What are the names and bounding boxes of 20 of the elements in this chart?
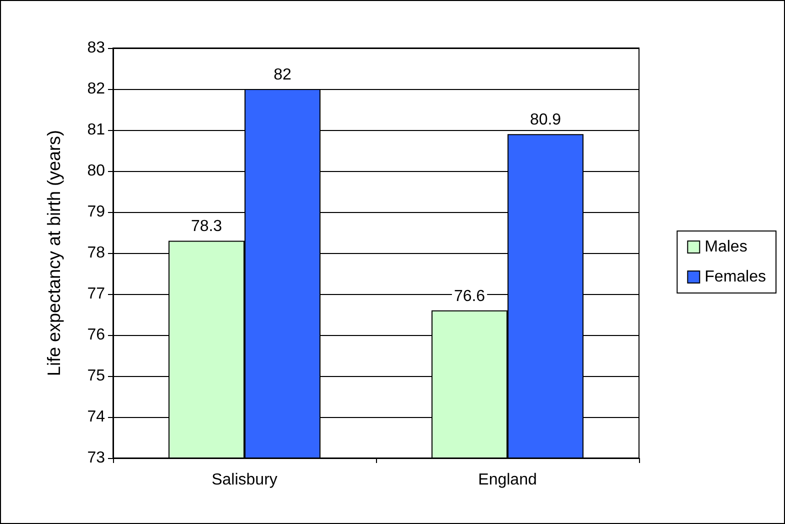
y-tick-label: 77 bbox=[87, 286, 106, 302]
y-tick-label: 75 bbox=[87, 368, 106, 384]
y-tick-label: 76 bbox=[87, 326, 106, 344]
y-tick-label: 81 bbox=[87, 122, 106, 138]
y-tick-label: 83 bbox=[87, 40, 106, 56]
x-tick-label: Salisbury bbox=[212, 472, 278, 488]
data-label: 78.3 bbox=[190, 218, 222, 236]
legend-label: Males bbox=[704, 238, 748, 256]
y-tick-label: 78 bbox=[87, 244, 106, 262]
y-tick-label: 74 bbox=[87, 408, 106, 426]
data-label: 80.9 bbox=[530, 112, 562, 129]
data-label: 76.6 bbox=[454, 288, 486, 305]
y-tick-label: 79 bbox=[87, 204, 106, 220]
data-label: 82 bbox=[274, 66, 292, 84]
x-tick-label: England bbox=[478, 472, 537, 488]
y-tick-label: 82 bbox=[87, 80, 106, 98]
y-axis-title: Life expectancy at birth (years) bbox=[44, 130, 64, 376]
legend-label: Females bbox=[704, 268, 766, 286]
y-tick-label: 73 bbox=[87, 450, 106, 466]
y-tick-label: 80 bbox=[87, 162, 106, 180]
